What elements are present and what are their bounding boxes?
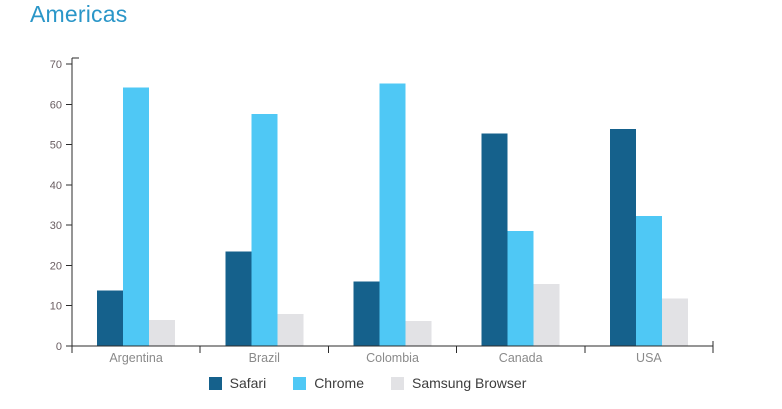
y-tick-label: 30 bbox=[50, 220, 62, 232]
y-tick-label: 40 bbox=[50, 180, 62, 192]
y-tick-label: 0 bbox=[56, 341, 62, 353]
bar-colombia-chrome[interactable] bbox=[379, 83, 406, 347]
y-tick-label: 10 bbox=[50, 301, 62, 313]
chart-legend: Safari Chrome Samsung Browser bbox=[0, 375, 735, 391]
y-tick-label: 60 bbox=[50, 99, 62, 111]
legend-label: Samsung Browser bbox=[411, 375, 527, 391]
bar-argentina-samsung-browser[interactable] bbox=[149, 320, 176, 346]
legend-item-samsung-browser[interactable]: Samsung Browser bbox=[390, 375, 527, 391]
bar-usa-samsung-browser[interactable] bbox=[661, 298, 688, 347]
bar-argentina-chrome[interactable] bbox=[123, 87, 150, 347]
y-tick-label: 20 bbox=[50, 260, 62, 272]
chart-title: Americas bbox=[30, 1, 128, 27]
bar-argentina-safari[interactable] bbox=[97, 290, 124, 346]
bar-usa-chrome[interactable] bbox=[635, 215, 662, 346]
legend-swatch-safari bbox=[208, 376, 222, 390]
x-category-label: Argentina bbox=[109, 351, 163, 365]
legend-label: Chrome bbox=[314, 375, 364, 391]
legend-item-safari[interactable]: Safari bbox=[208, 375, 267, 391]
x-category-label: Colombia bbox=[366, 351, 419, 365]
y-tick-label: 70 bbox=[50, 59, 62, 71]
x-category-label: Canada bbox=[499, 351, 543, 365]
bar-canada-safari[interactable] bbox=[481, 133, 508, 346]
x-category-label: Brazil bbox=[249, 351, 280, 365]
y-tick-label: 50 bbox=[50, 140, 62, 152]
bar-usa-safari[interactable] bbox=[609, 128, 636, 346]
bar-brazil-samsung-browser[interactable] bbox=[277, 313, 304, 346]
bar-colombia-safari[interactable] bbox=[353, 281, 380, 347]
legend-swatch-samsung-browser bbox=[390, 376, 404, 390]
x-category-label: USA bbox=[636, 351, 662, 365]
legend-swatch-chrome bbox=[293, 376, 307, 390]
bar-brazil-chrome[interactable] bbox=[251, 114, 278, 346]
bar-colombia-samsung-browser[interactable] bbox=[405, 321, 432, 346]
bar-canada-chrome[interactable] bbox=[507, 230, 534, 346]
bar-canada-samsung-browser[interactable] bbox=[533, 284, 560, 346]
legend-label: Safari bbox=[229, 375, 267, 391]
bar-brazil-safari[interactable] bbox=[225, 251, 252, 346]
legend-item-chrome[interactable]: Chrome bbox=[293, 375, 364, 391]
